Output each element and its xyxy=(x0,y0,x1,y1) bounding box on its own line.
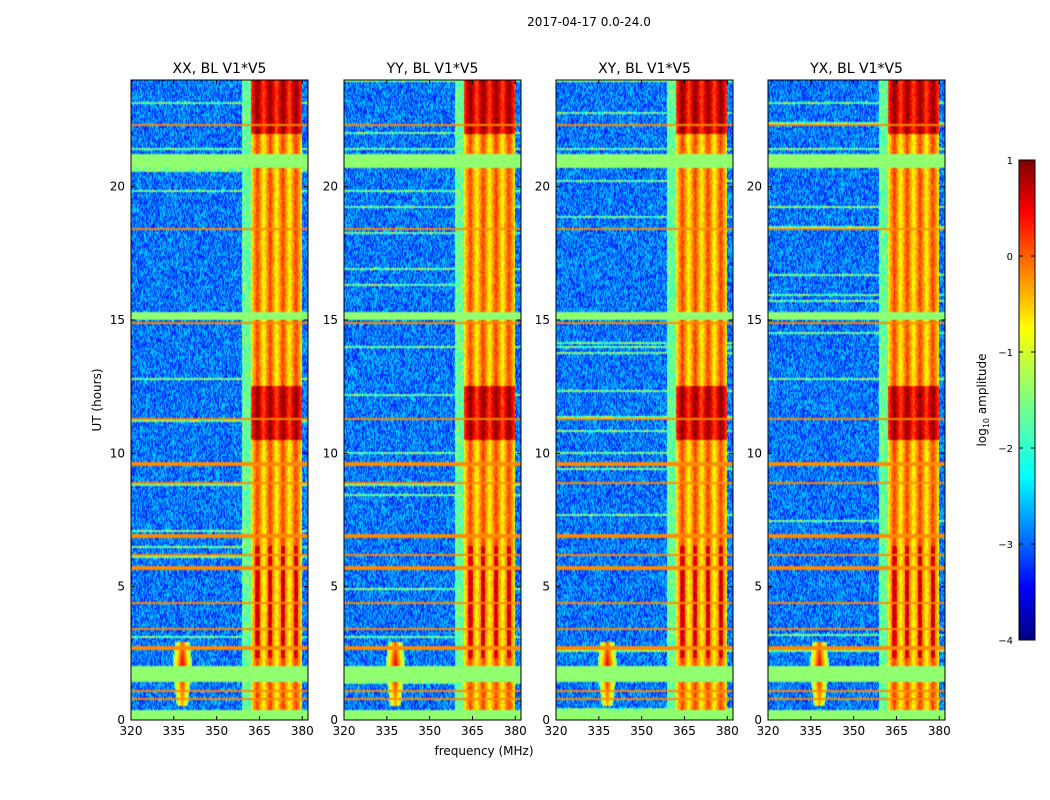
panel-1-title: XX, BL V1*V5 xyxy=(173,61,267,77)
colorbar-tick-label: 1 xyxy=(1007,156,1013,167)
x-tick-label: 350 xyxy=(418,724,441,738)
x-tick-label: 335 xyxy=(799,724,822,738)
panel-4-title: YX, BL V1*V5 xyxy=(809,61,903,77)
y-tick-label: 20 xyxy=(535,180,550,194)
colorbar-tick-label: 0 xyxy=(1007,252,1013,263)
x-tick-label: 380 xyxy=(291,724,314,738)
y-tick-label: 10 xyxy=(323,446,338,460)
x-tick-label: 365 xyxy=(885,724,908,738)
panel-4-frame xyxy=(767,79,946,721)
x-tick-label: 365 xyxy=(248,724,271,738)
x-tick-label: 335 xyxy=(587,724,610,738)
y-tick-label: 15 xyxy=(747,313,762,327)
colorbar-tick-label: −1 xyxy=(998,348,1013,359)
x-tick-label: 350 xyxy=(205,724,228,738)
figure-suptitle: 2017-04-17 0.0-24.0 xyxy=(527,15,651,29)
panel-2-title: YY, BL V1*V5 xyxy=(386,61,479,77)
colorbar-tick-label: −2 xyxy=(998,444,1013,455)
y-tick-label: 15 xyxy=(110,313,125,327)
y-axis-label: UT (hours) xyxy=(90,368,104,431)
y-tick-label: 15 xyxy=(535,313,550,327)
colorbar-label-rest: amplitude xyxy=(975,354,989,418)
x-tick-label: 320 xyxy=(545,724,568,738)
y-tick-label: 10 xyxy=(747,446,762,460)
y-tick-label: 15 xyxy=(323,313,338,327)
panel-4-heatmap xyxy=(768,80,945,720)
x-tick-label: 380 xyxy=(716,724,739,738)
x-tick-label: 320 xyxy=(120,724,143,738)
x-tick-label: 335 xyxy=(375,724,398,738)
y-tick-label: 5 xyxy=(542,580,550,594)
colorbar-label-main: log xyxy=(975,428,989,446)
panel-4: YX, BL V1*V5 320 335 350 365 380 0 5 10 15 20 xyxy=(747,61,951,738)
x-tick-label: 380 xyxy=(504,724,527,738)
x-tick-label: 350 xyxy=(842,724,865,738)
colorbar-gradient xyxy=(1018,159,1036,641)
y-tick-label: 0 xyxy=(542,713,550,727)
colorbar-label: log10 amplitude xyxy=(975,354,991,447)
panel-1-frame xyxy=(130,79,309,721)
y-tick-label: 5 xyxy=(330,580,338,594)
panel-3-frame xyxy=(555,79,734,721)
y-tick-label: 0 xyxy=(754,713,762,727)
colorbar-tick-label: −4 xyxy=(998,636,1013,647)
colorbar: 10−1−2−3−4 log10 amplitude xyxy=(975,156,1036,647)
panel-3-heatmap xyxy=(556,80,733,720)
x-tick-label: 365 xyxy=(461,724,484,738)
panel-3-title: XY, BL V1*V5 xyxy=(598,61,691,77)
panel-2-frame xyxy=(343,79,522,721)
y-tick-label: 20 xyxy=(110,180,125,194)
y-tick-label: 0 xyxy=(117,713,125,727)
colorbar-tick-label: −3 xyxy=(998,540,1013,551)
x-tick-label: 320 xyxy=(757,724,780,738)
x-tick-label: 350 xyxy=(630,724,653,738)
y-tick-label: 5 xyxy=(754,580,762,594)
x-tick-label: 365 xyxy=(673,724,696,738)
colorbar-ticks: 1 0 −1 −2 −3 −4 xyxy=(998,156,1035,647)
y-tick-label: 0 xyxy=(330,713,338,727)
panel-3: XY, BL V1*V5 320 335 350 365 380 0 5 10 15 20 xyxy=(535,61,739,738)
y-tick-label: 10 xyxy=(110,446,125,460)
x-tick-label: 380 xyxy=(928,724,951,738)
panel-1-heatmap xyxy=(131,80,308,720)
y-tick-label: 20 xyxy=(323,180,338,194)
panel-2: YY, BL V1*V5 320 335 350 365 380 0 5 10 15 20 xyxy=(323,61,527,738)
x-tick-label: 320 xyxy=(333,724,356,738)
y-tick-label: 10 xyxy=(535,446,550,460)
y-tick-label: 5 xyxy=(117,580,125,594)
colorbar-label-sub: 10 xyxy=(982,418,991,428)
y-tick-label: 20 xyxy=(747,180,762,194)
panel-2-heatmap xyxy=(344,80,521,720)
x-axis-label: frequency (MHz) xyxy=(434,744,533,758)
panel-1: XX, BL V1*V5 320 335 350 365 380 0 5 10 15 20 xyxy=(110,61,314,738)
x-tick-label: 335 xyxy=(162,724,185,738)
